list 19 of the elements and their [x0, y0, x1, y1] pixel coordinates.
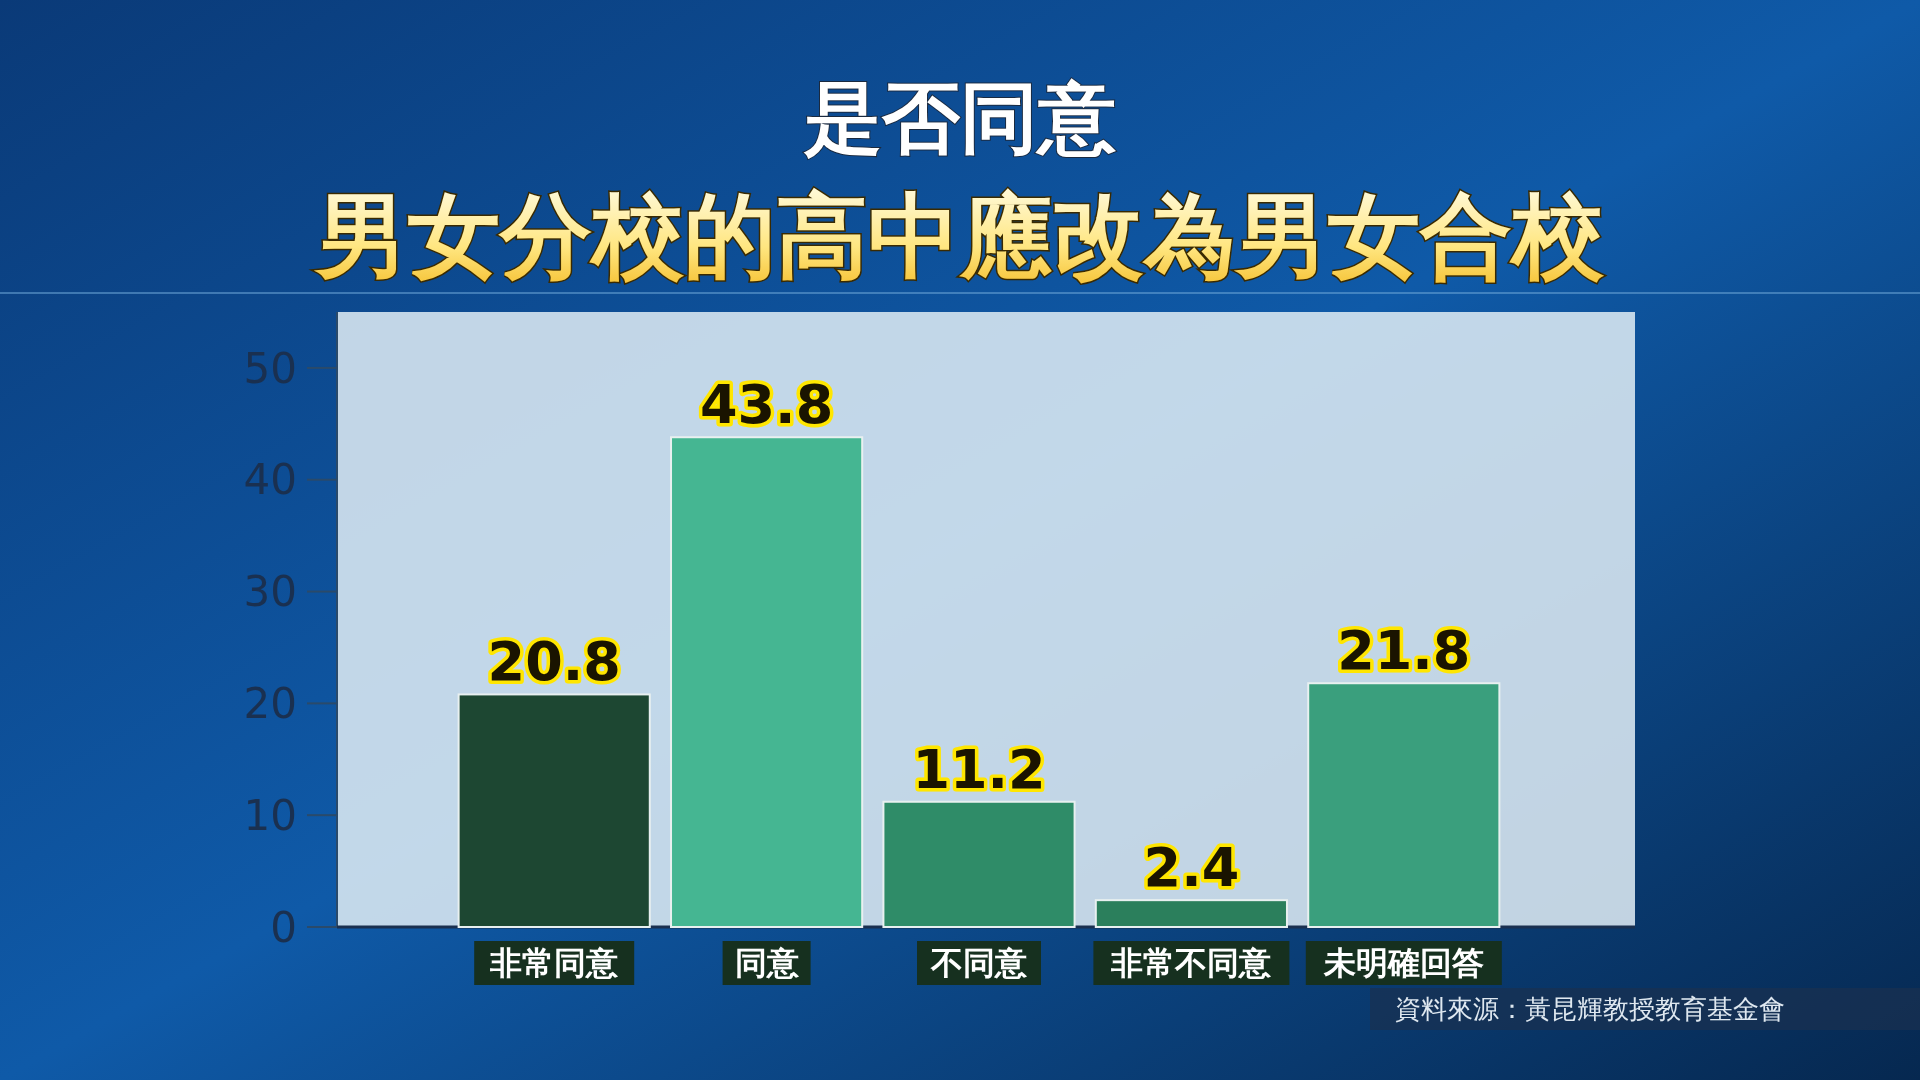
y-tick-label: 20 [243, 679, 297, 729]
x-tick-label: 不同意 [930, 944, 1028, 983]
data-label: 2.4 [1143, 836, 1240, 900]
data-label: 43.8 [699, 373, 834, 437]
data-label: 21.8 [1337, 619, 1471, 683]
y-tick-label: 0 [270, 902, 297, 952]
y-tick-label: 30 [243, 567, 297, 617]
x-tick-label: 非常不同意 [1110, 944, 1273, 983]
chart-subtitle: 男女分校的高中應改為男女合校 [313, 183, 1605, 290]
x-tick-label: 未明確回答 [1322, 944, 1484, 983]
y-tick-label: 10 [243, 790, 297, 840]
source-note: 資料來源：黃昆輝教授教育基金會 [1395, 994, 1785, 1025]
data-label: 20.8 [487, 630, 621, 694]
y-tick-label: 50 [243, 343, 297, 393]
data-label: 11.2 [912, 737, 1046, 801]
y-tick-label: 40 [243, 455, 297, 505]
x-tick-label: 同意 [734, 944, 800, 983]
x-tick-label: 非常同意 [489, 944, 620, 983]
chart-title: 是否同意 [803, 73, 1116, 163]
